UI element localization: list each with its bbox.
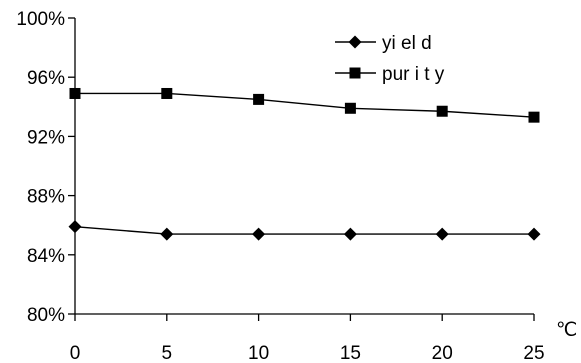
yield-line (74, 225, 534, 235)
purity-point (161, 87, 173, 99)
yield-point (527, 227, 541, 241)
purity-point (436, 105, 448, 117)
yield-series (68, 220, 541, 241)
purity-point (69, 87, 81, 99)
yield-point (343, 227, 357, 241)
x-tick-label: 5 (162, 343, 173, 363)
series-layer (68, 87, 541, 241)
x-tick-label: 10 (248, 343, 269, 363)
yield-point (68, 220, 82, 234)
legend-item-yield: yi el d (335, 33, 432, 54)
y-tick-label: 92% (27, 127, 65, 148)
legend-label-yield: yi el d (382, 33, 432, 54)
legend-marker-yield (348, 35, 362, 49)
x-tick-label: 25 (523, 343, 544, 363)
x-tick-label: 20 (432, 343, 453, 363)
chart-legend: yi el d pur i t y (335, 33, 445, 85)
y-tick-label: 84% (27, 246, 65, 267)
x-tick-label: 0 (70, 343, 81, 363)
purity-series (69, 87, 540, 123)
yield-point (435, 227, 449, 241)
purity-point (528, 111, 540, 123)
x-axis-unit-label: ℃ (556, 320, 577, 341)
purity-point (253, 93, 265, 105)
y-tick-label: 100% (16, 9, 65, 30)
legend-marker-purity (349, 67, 361, 79)
x-tick-label: 15 (340, 343, 361, 363)
yield-point (252, 227, 266, 241)
y-tick-label: 96% (27, 68, 65, 89)
purity-line (75, 92, 535, 118)
y-tick-label: 80% (27, 305, 65, 326)
purity-point (344, 102, 356, 114)
yield-point (160, 227, 174, 241)
y-tick-label: 88% (27, 187, 65, 208)
chart-axes: 80% 84% 88% 92% 96% 100% 0 5 10 15 20 25 ℃ (16, 9, 577, 363)
legend-label-purity: pur i t y (382, 64, 445, 85)
legend-item-purity: pur i t y (335, 64, 445, 85)
